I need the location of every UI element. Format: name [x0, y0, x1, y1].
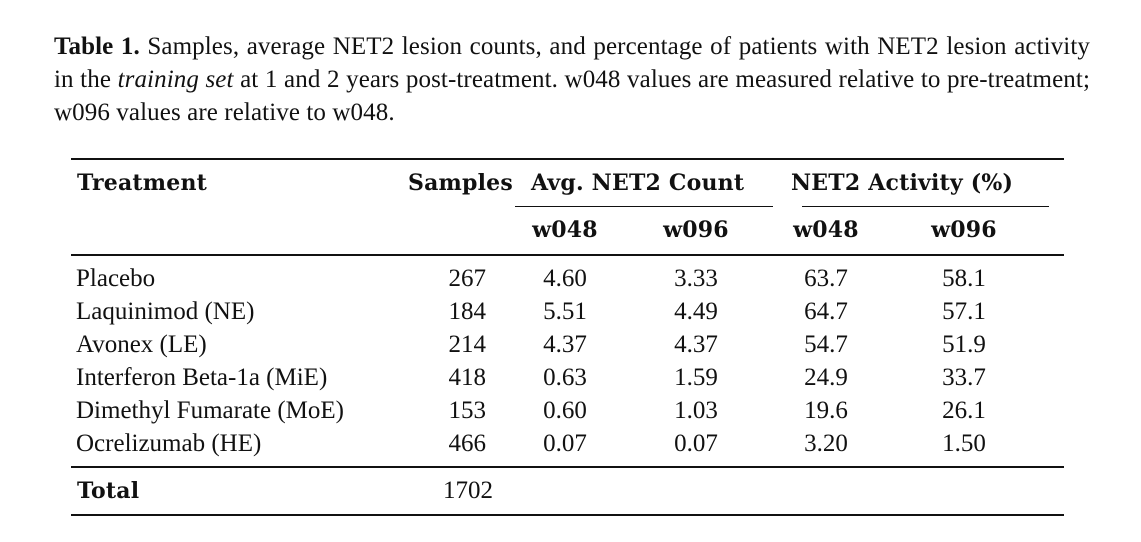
table-caption: Table 1. Samples, average NET2 lesion co…	[54, 30, 1090, 129]
table-row-avg-w048: 4.37	[543, 331, 587, 358]
table-row-avg-w048: 4.60	[543, 265, 587, 292]
top-rule	[71, 158, 1064, 160]
table-row-samples: 153	[448, 397, 487, 424]
table-row-avg-w096: 4.49	[674, 298, 718, 325]
table-row-avg-w048: 0.60	[543, 397, 587, 424]
header-act-w096: w096	[931, 217, 997, 243]
table-row-samples: 418	[448, 364, 487, 391]
table-row-samples: 214	[448, 331, 487, 358]
table-row-act-w048: 63.7	[804, 265, 848, 292]
table-row-avg-w096: 1.59	[674, 364, 718, 391]
caption-emphasis: training set	[117, 66, 234, 93]
caption-label: Table 1.	[54, 33, 140, 60]
table-row-treatment: Avonex (LE)	[76, 331, 207, 358]
table-row-avg-w096: 0.07	[674, 430, 718, 457]
table-row-act-w048: 19.6	[804, 397, 848, 424]
table-row-treatment: Dimethyl Fumarate (MoE)	[76, 397, 344, 424]
table-row-treatment: Ocrelizumab (HE)	[76, 430, 262, 457]
table-row-avg-w048: 0.63	[543, 364, 587, 391]
table-row-treatment: Placebo	[76, 265, 156, 292]
total-label: Total	[77, 478, 140, 504]
header-avg-count-group: Avg. NET2 Count	[531, 170, 745, 196]
table-row-avg-w096: 1.03	[674, 397, 718, 424]
header-activity-group: NET2 Activity (%)	[791, 170, 1014, 196]
table-row-act-w048: 54.7	[804, 331, 848, 358]
avg-count-group-rule	[515, 206, 773, 208]
table-row-avg-w048: 0.07	[543, 430, 587, 457]
table-row-avg-w096: 3.33	[674, 265, 718, 292]
table-row-act-w048: 24.9	[804, 364, 848, 391]
table-row-act-w096: 1.50	[942, 430, 986, 457]
header-treatment: Treatment	[77, 170, 208, 196]
header-avg-w096: w096	[663, 217, 729, 243]
total-samples: 1702	[443, 477, 493, 504]
table-row-act-w096: 51.9	[942, 331, 986, 358]
header-avg-w048: w048	[532, 217, 598, 243]
header-samples: Samples	[408, 170, 513, 196]
table-row-samples: 466	[448, 430, 487, 457]
header-rule	[71, 254, 1064, 256]
caption-text-part-1: Samples, average NET2 lesion counts, and…	[54, 33, 1090, 93]
table-row-avg-w048: 5.51	[543, 298, 587, 325]
table-row-samples: 267	[448, 265, 487, 292]
table-row-act-w048: 64.7	[804, 298, 848, 325]
table-row-act-w048: 3.20	[804, 430, 848, 457]
caption-text-part-2: at 1 and 2 years post-treatment. w048 va…	[54, 66, 1090, 126]
table-row-act-w096: 57.1	[942, 298, 986, 325]
total-rule	[71, 466, 1064, 468]
table-row-act-w096: 33.7	[942, 364, 986, 391]
results-table: Treatment Samples Avg. NET2 Count NET2 A…	[71, 158, 1064, 518]
table-row-act-w096: 26.1	[942, 397, 986, 424]
table-row-treatment: Interferon Beta-1a (MiE)	[76, 364, 328, 391]
table-row-samples: 184	[448, 298, 487, 325]
bottom-rule	[71, 514, 1064, 516]
activity-group-rule	[802, 206, 1049, 208]
table-row-treatment: Laquinimod (NE)	[76, 298, 255, 325]
table-row-avg-w096: 4.37	[674, 331, 718, 358]
table-row-act-w096: 58.1	[942, 265, 986, 292]
header-act-w048: w048	[793, 217, 859, 243]
